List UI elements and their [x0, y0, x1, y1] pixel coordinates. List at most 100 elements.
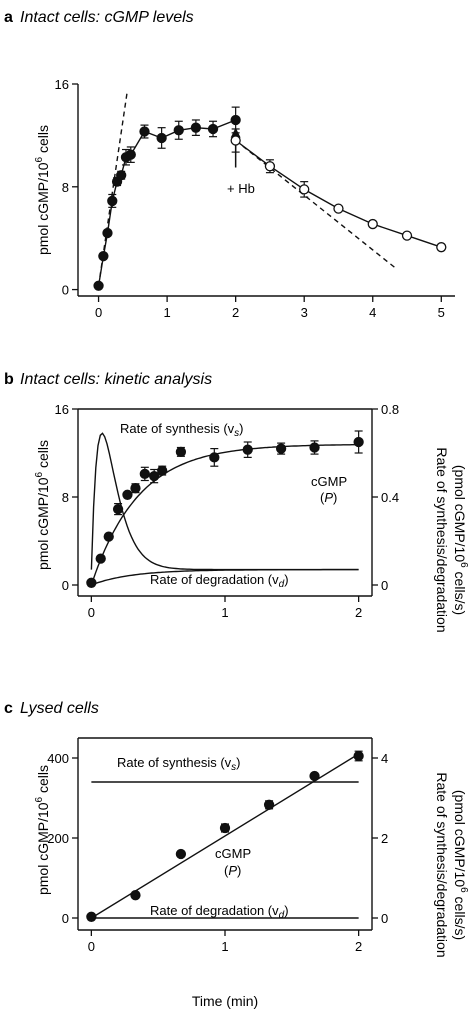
- panel-c-ytick-label: 0: [62, 911, 69, 926]
- panel-a-xtick-label: 3: [301, 305, 308, 320]
- panel-b-filled-point: [103, 531, 114, 542]
- panel-a-filled-point: [98, 251, 109, 262]
- panel-c-y2tick-label: 0: [381, 911, 388, 926]
- panel-b-p-label: (P): [320, 490, 337, 505]
- panel-a-ytick-label: 8: [62, 180, 69, 195]
- panel-c-p-label: (P): [224, 863, 241, 878]
- panel-a-filled-point: [230, 114, 241, 126]
- panel-b-filled-point: [86, 577, 97, 588]
- panel-a-open-point: [367, 218, 378, 230]
- panel-a-open-point: [333, 203, 344, 214]
- panel-b-xtick-label: 0: [88, 605, 95, 620]
- panel-a-filled-point: [125, 149, 136, 160]
- panel-b-filled-point: [353, 436, 364, 448]
- panel-b-ytick-label: 8: [62, 490, 69, 505]
- panel-c-filled-point: [175, 848, 187, 860]
- panel-a-open-point: [401, 230, 413, 241]
- panel-b-letter: b: [4, 371, 14, 388]
- hb-annotation: + Hb: [227, 181, 255, 196]
- panel-c-xtick-label: 1: [221, 939, 228, 954]
- panel-a-filled-point: [102, 227, 113, 239]
- panel-b-ytick-label: 0: [62, 578, 69, 593]
- panel-a-filled-point: [107, 195, 118, 207]
- panel-b-filled-point: [95, 553, 106, 564]
- panel-c-cgmp-label: cGMP: [215, 846, 251, 861]
- panel-b-degradation-label: Rate of degradation (vd): [150, 572, 289, 590]
- panel-a-xtick-label: 4: [369, 305, 376, 320]
- panel-a-open-point: [299, 184, 310, 195]
- panel-b-y2tick-label: 0: [381, 578, 388, 593]
- panel-c-title: Lysed cells: [20, 700, 99, 717]
- panel-a-letter: a: [4, 9, 13, 26]
- panel-a-filled-series-line: [97, 119, 236, 286]
- panel-c-xlabel: Time (min): [192, 993, 258, 1009]
- panel-a-ytick-label: 16: [55, 77, 69, 92]
- panel-a-filled-point: [116, 170, 127, 181]
- panel-c-filled-point: [353, 750, 364, 762]
- panel-c-xtick-label: 0: [88, 939, 95, 954]
- panel-a-dashed-extrapolation: [97, 90, 129, 286]
- panel-a: a Intact cells: cGMP levels pmol cGMP/10…: [4, 9, 455, 320]
- panel-c-y2tick-label: 4: [381, 751, 388, 766]
- panel-b-filled-point: [157, 465, 168, 476]
- panel-a-open-point: [230, 135, 241, 146]
- panel-a-dashed-extrapolation: [235, 139, 398, 270]
- panel-b-y2tick-label: 0.8: [381, 402, 399, 417]
- panel-a-filled-point: [156, 132, 167, 144]
- panel-c-filled-point: [219, 822, 231, 834]
- panel-b-cgmp-fit-curve: [90, 444, 359, 586]
- panel-a-open-point: [436, 242, 447, 253]
- panel-c-letter: c: [4, 700, 13, 717]
- panel-c-filled-point: [263, 799, 275, 810]
- panel-a-filled-point: [139, 126, 150, 137]
- panel-a-filled-point: [93, 280, 104, 291]
- panel-c-y2label-line2: (pmol cGMP/106 cells/s): [452, 790, 469, 940]
- panel-b-filled-point: [242, 444, 253, 455]
- panel-b-filled-point: [309, 442, 320, 453]
- panel-b-synthesis-label: Rate of synthesis (vs): [120, 421, 244, 439]
- panel-c-ytick-label: 400: [47, 751, 69, 766]
- panel-c-filled-point: [86, 911, 97, 922]
- panel-b-filled-point: [139, 468, 150, 480]
- panel-a-xtick-label: 5: [438, 305, 445, 320]
- panel-a-open-series-line: [235, 139, 442, 248]
- panel-c-ytick-label: 200: [47, 831, 69, 846]
- panel-b-filled-point: [130, 483, 141, 494]
- panel-b-filled-point: [209, 452, 220, 463]
- panel-b-y2tick-label: 0.4: [381, 490, 399, 505]
- panel-b-filled-point: [275, 443, 287, 454]
- panel-c-filled-point: [309, 770, 320, 782]
- panel-b-xtick-label: 2: [355, 605, 362, 620]
- panel-a-xtick-label: 0: [95, 305, 102, 320]
- panel-c-xtick-label: 2: [355, 939, 362, 954]
- panel-a-filled-point: [173, 125, 184, 136]
- panel-a-ytick-label: 0: [62, 283, 69, 298]
- panel-b-filled-point: [149, 470, 160, 482]
- panel-c-y2tick-label: 2: [381, 831, 388, 846]
- panel-c-synthesis-label: Rate of synthesis (vs): [117, 755, 241, 773]
- panel-c: c Lysed cells pmol cGMP/106 cells Rate o…: [4, 700, 469, 1009]
- panel-c-ylabel: pmol cGMP/106 cells: [34, 765, 51, 895]
- panel-b-xtick-label: 1: [221, 605, 228, 620]
- panel-b-y2label-line1: Rate of synthesis/degradation: [434, 447, 450, 632]
- panel-c-y2label-line1: Rate of synthesis/degradation: [434, 772, 450, 957]
- panel-b-ytick-label: 16: [55, 402, 69, 417]
- panel-b-degradation-rate-curve: [91, 568, 359, 586]
- panel-c-degradation-label: Rate of degradation (vd): [150, 903, 289, 921]
- panel-b: b Intact cells: kinetic analysis pmol cG…: [4, 371, 469, 633]
- panel-a-title: Intact cells: cGMP levels: [20, 9, 194, 26]
- panel-b-ylabel: pmol cGMP/106 cells: [34, 440, 51, 570]
- panel-a-xtick-label: 2: [232, 305, 239, 320]
- panel-a-filled-point: [207, 123, 219, 135]
- panel-b-cgmp-label: cGMP: [311, 474, 347, 489]
- panel-a-xtick-label: 1: [163, 305, 170, 320]
- panel-b-y2label-line2: (pmol cGMP/106 cells/s): [452, 465, 469, 615]
- panel-a-ylabel: pmol cGMP/106 cells: [34, 125, 51, 255]
- panel-b-filled-point: [112, 503, 124, 515]
- panel-b-filled-point: [122, 489, 133, 500]
- panel-b-filled-point: [175, 446, 187, 458]
- panel-b-title: Intact cells: kinetic analysis: [20, 371, 212, 388]
- panel-a-filled-point: [190, 122, 202, 133]
- panel-c-filled-point: [130, 890, 141, 901]
